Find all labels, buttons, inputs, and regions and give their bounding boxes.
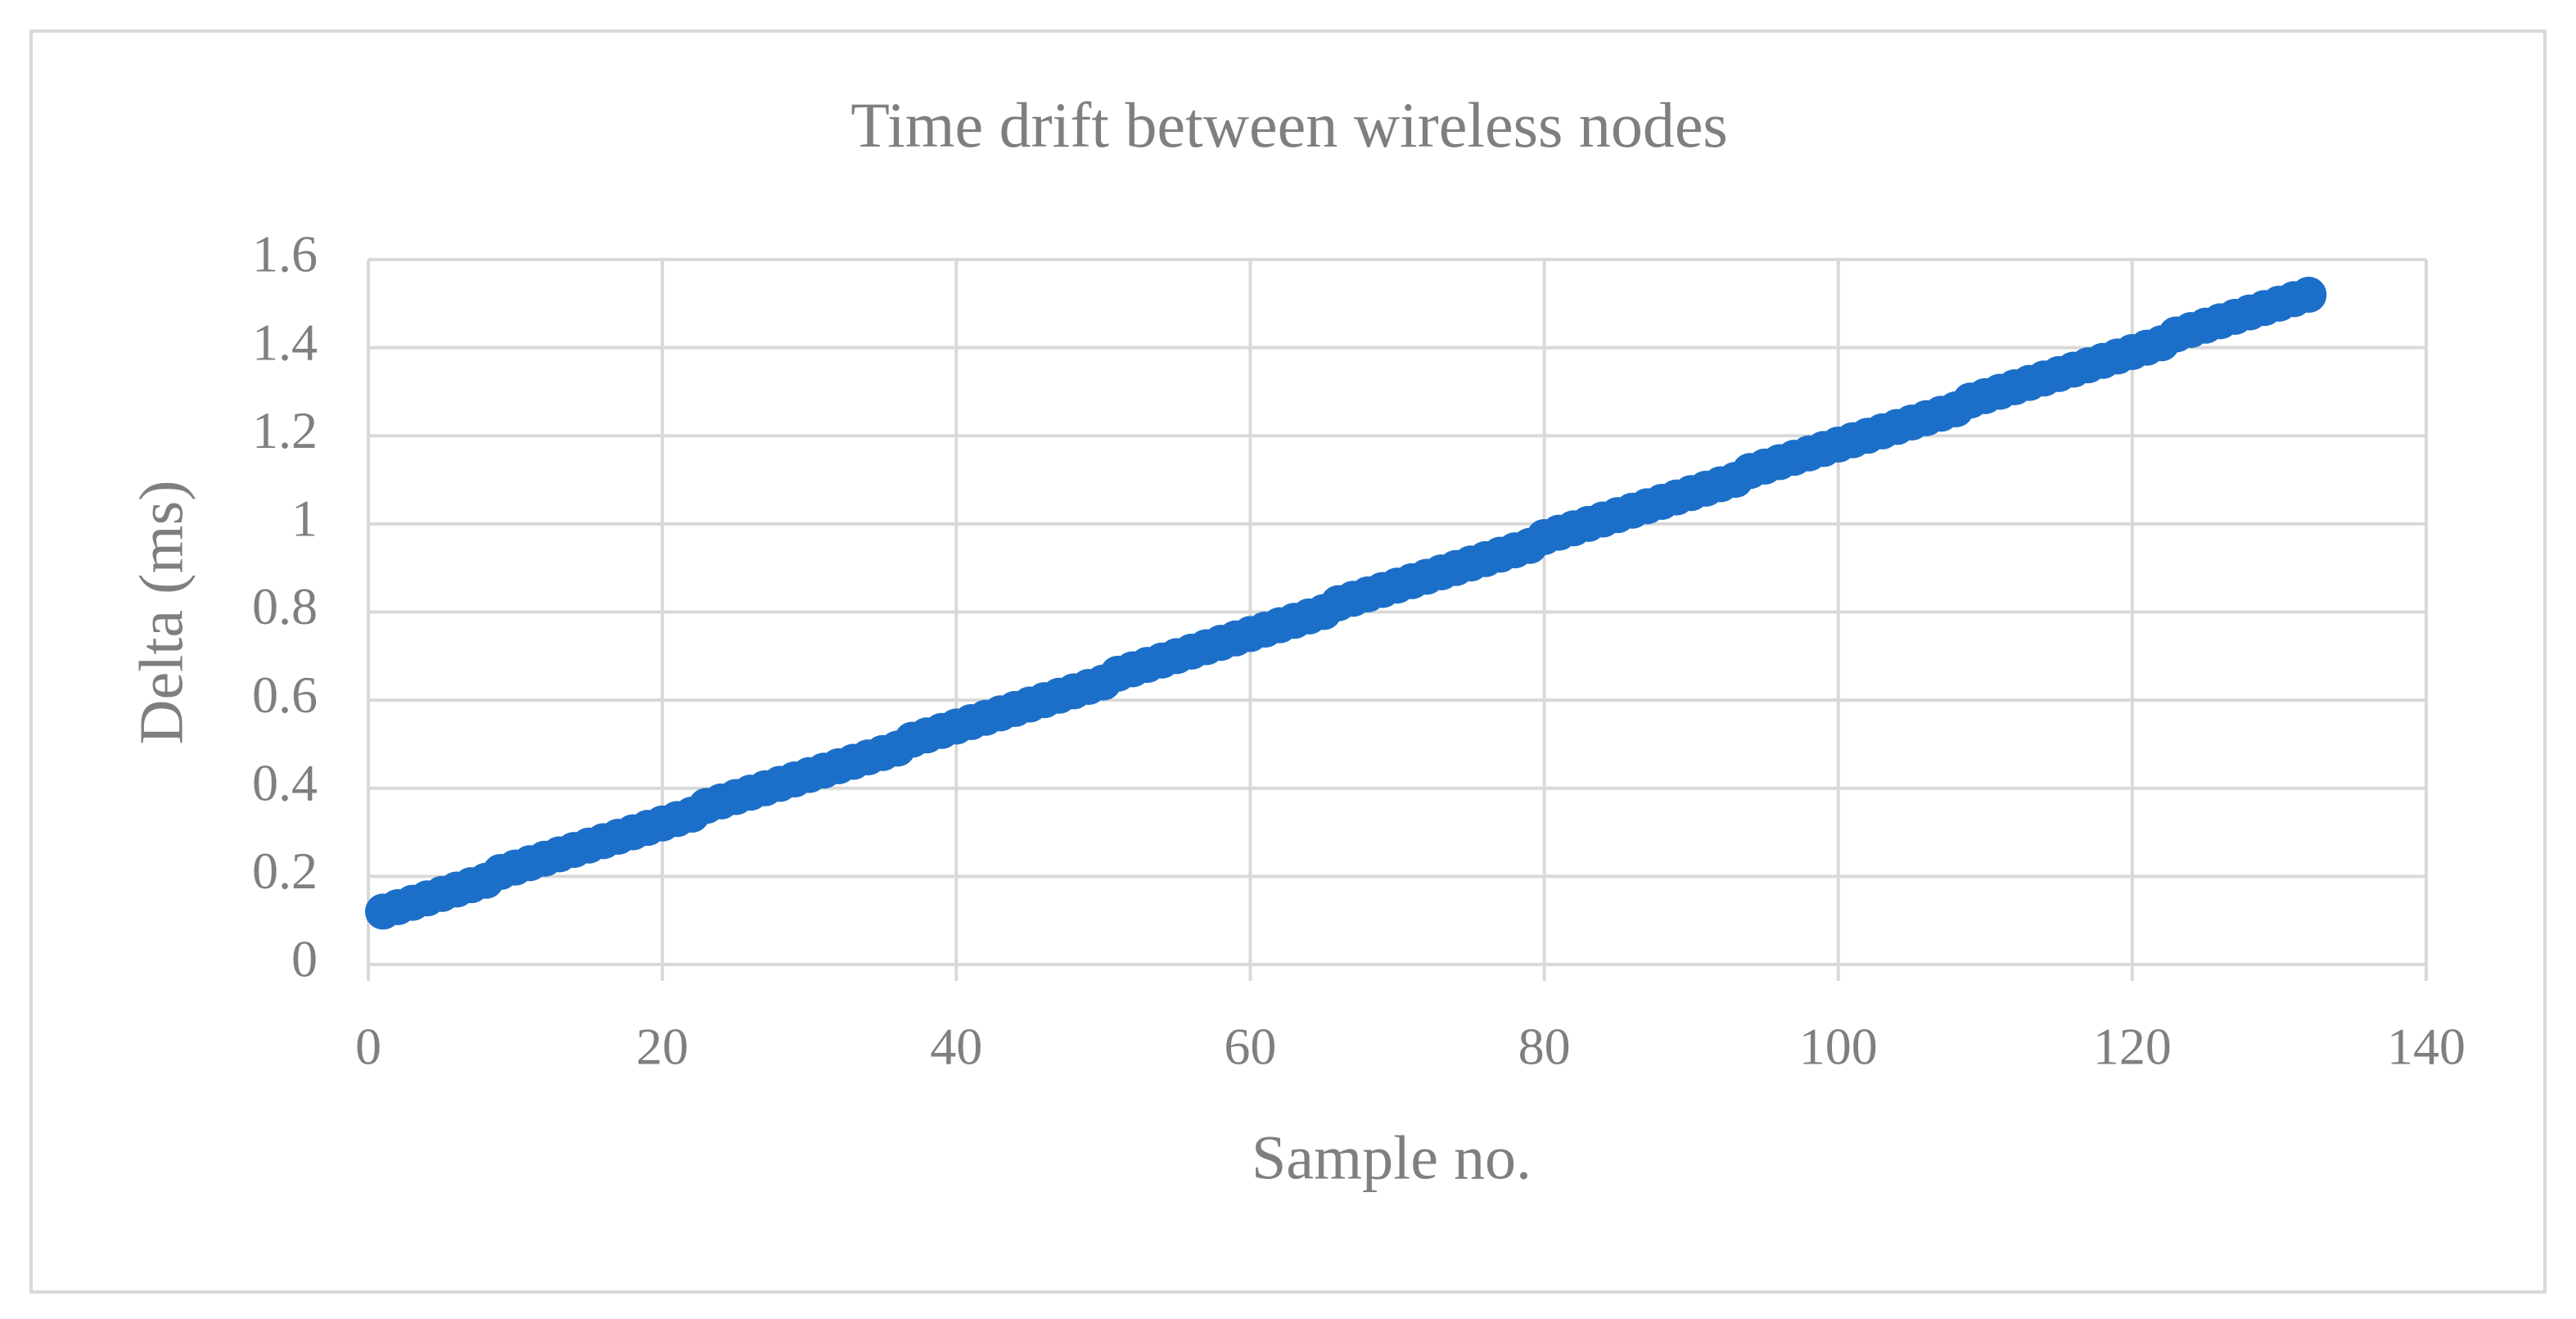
y-tick-label: 0.4: [252, 753, 318, 811]
y-axis-title: Delta (ms): [127, 481, 196, 745]
x-tick-label: 40: [930, 1018, 982, 1076]
x-tick-label: 60: [1224, 1018, 1276, 1076]
x-tick-label: 20: [636, 1018, 688, 1076]
y-tick-label: 0.8: [252, 577, 318, 635]
y-tick-label: 0: [291, 930, 318, 988]
y-tick-label: 1: [291, 490, 318, 548]
chart-border: [29, 29, 2547, 1294]
chart-title: Time drift between wireless nodes: [850, 89, 1728, 160]
y-tick-label: 1.4: [252, 313, 318, 371]
x-tick-label: 80: [1518, 1018, 1571, 1076]
x-axis-title: Sample no.: [1252, 1123, 1532, 1192]
x-tick-label: 0: [355, 1018, 381, 1076]
x-tick-label: 100: [1799, 1018, 1878, 1076]
x-tick-label: 140: [2387, 1018, 2465, 1076]
y-tick-label: 0.6: [252, 666, 318, 724]
y-tick-label: 0.2: [252, 842, 318, 900]
y-tick-label: 1.6: [252, 225, 318, 283]
point: [2290, 277, 2327, 314]
y-tick-label: 1.2: [252, 401, 318, 459]
x-tick-label: 120: [2093, 1018, 2172, 1076]
